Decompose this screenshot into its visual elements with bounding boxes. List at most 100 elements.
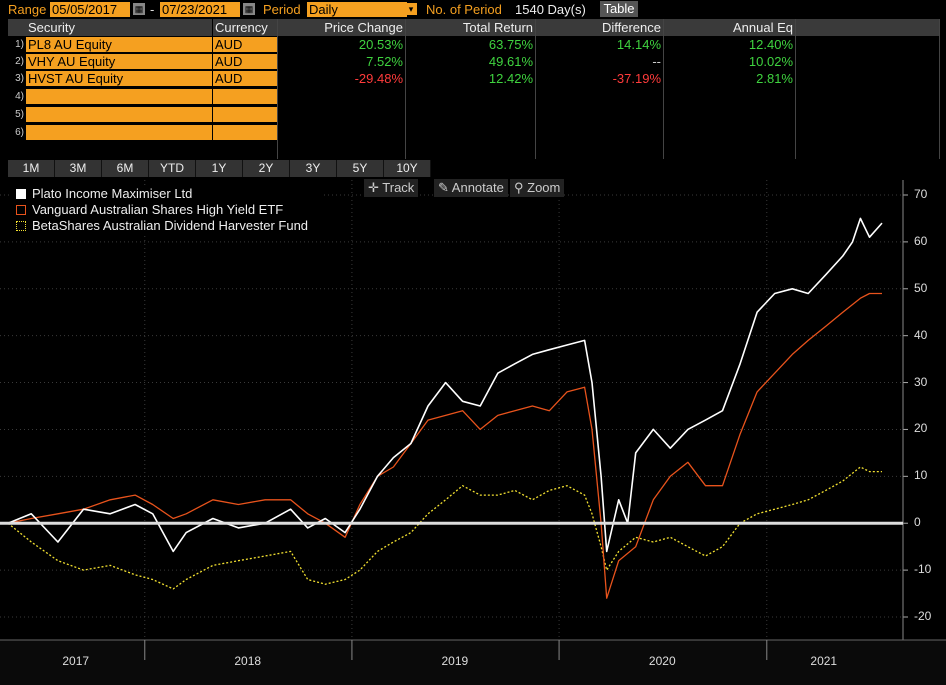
period-6m-button[interactable]: 6M — [102, 160, 149, 177]
row-number: 5) — [15, 109, 24, 120]
period-ytd-button[interactable]: YTD — [149, 160, 196, 177]
x-tick-label: 2019 — [441, 654, 469, 668]
annotate-button[interactable]: ✎ Annotate — [434, 179, 508, 197]
x-tick-label: 2021 — [810, 654, 838, 668]
currency-cell[interactable] — [213, 107, 277, 123]
y-tick-label: 40 — [914, 327, 928, 342]
period-select[interactable]: Daily — [307, 2, 407, 17]
zoom-label: Zoom — [527, 180, 561, 195]
track-button[interactable]: ✛ Track — [364, 179, 419, 197]
legend-swatch-yellow — [16, 221, 26, 231]
annual-eq-cell: 2.81% — [756, 71, 793, 86]
currency-cell[interactable]: AUD — [213, 71, 277, 87]
period-2y-button[interactable]: 2Y — [243, 160, 290, 177]
difference-cell: -- — [652, 54, 661, 69]
period-3m-button[interactable]: 3M — [55, 160, 102, 177]
currency-cell[interactable]: AUD — [213, 54, 277, 70]
currency-cell[interactable] — [213, 125, 277, 141]
currency-cell[interactable] — [213, 89, 277, 105]
row-number: 4) — [15, 91, 24, 102]
col-price-change[interactable]: Price Change — [278, 19, 405, 36]
legend-item[interactable]: Vanguard Australian Shares High Yield ET… — [12, 202, 324, 218]
security-cell[interactable]: VHY AU Equity — [26, 54, 212, 70]
security-cell[interactable] — [26, 107, 212, 123]
annual-eq-cell: 12.40% — [748, 37, 793, 52]
period-label: Period — [263, 2, 301, 17]
y-tick-label: 60 — [914, 233, 928, 248]
start-calendar-icon[interactable]: ▦ — [133, 3, 145, 15]
col-security[interactable]: Security — [8, 19, 212, 36]
row-number: 2) — [15, 56, 24, 67]
col-divider — [663, 19, 664, 159]
end-calendar-icon[interactable]: ▦ — [243, 3, 255, 15]
price-change-cell: -29.48% — [354, 71, 403, 86]
magnifier-icon: ⚲ — [514, 180, 528, 195]
legend-label: Vanguard Australian Shares High Yield ET… — [32, 202, 284, 217]
security-cell[interactable]: PL8 AU Equity — [26, 37, 212, 53]
period-dropdown-icon[interactable]: ▾ — [405, 3, 417, 15]
total-return-cell: 12.42% — [488, 71, 533, 86]
security-cell[interactable] — [26, 125, 212, 141]
crosshair-icon: ✛ — [368, 180, 383, 195]
start-date-field[interactable]: 05/05/2017 — [50, 2, 130, 17]
legend-item[interactable]: BetaShares Australian Dividend Harvester… — [12, 218, 324, 234]
col-divider — [277, 19, 278, 159]
security-cell[interactable]: HVST AU Equity — [26, 71, 212, 87]
difference-cell: -37.19% — [612, 71, 661, 86]
num-period-value: 1540 Day(s) — [515, 2, 586, 17]
legend-item[interactable]: Plato Income Maximiser Ltd — [12, 186, 324, 202]
annotate-label: Annotate — [451, 180, 504, 195]
track-label: Track — [382, 180, 415, 195]
pencil-icon: ✎ — [438, 180, 452, 195]
period-1y-button[interactable]: 1Y — [196, 160, 243, 177]
y-tick-label: 20 — [914, 421, 928, 436]
security-table: Security Currency Price Change Total Ret… — [8, 19, 940, 159]
series-line-3 — [7, 466, 882, 590]
period-5y-button[interactable]: 5Y — [337, 160, 384, 177]
legend-swatch-orange — [16, 205, 26, 215]
row-number: 6) — [15, 127, 24, 138]
difference-cell: 14.14% — [616, 37, 661, 52]
chart-legend: Plato Income Maximiser Ltd Vanguard Aust… — [12, 186, 324, 234]
x-tick-label: 2018 — [234, 654, 262, 668]
legend-label: BetaShares Australian Dividend Harvester… — [32, 218, 309, 233]
col-divider — [795, 19, 796, 159]
x-axis-area — [0, 640, 946, 685]
period-10y-button[interactable]: 10Y — [384, 160, 431, 177]
y-tick-label: 0 — [914, 515, 921, 530]
x-tick-label: 2020 — [648, 654, 676, 668]
security-cell[interactable] — [26, 89, 212, 105]
col-total-return[interactable]: Total Return — [406, 19, 535, 36]
col-divider — [535, 19, 536, 159]
y-tick-label: -20 — [914, 609, 932, 623]
series-line-1 — [7, 217, 883, 553]
total-return-cell: 63.75% — [488, 37, 533, 52]
price-change-cell: 7.52% — [366, 54, 403, 69]
col-currency[interactable]: Currency — [213, 19, 277, 36]
range-label: Range — [8, 2, 47, 17]
row-number: 3) — [15, 73, 24, 84]
y-tick-label: 30 — [914, 374, 928, 389]
period-1m-button[interactable]: 1M — [8, 160, 55, 177]
num-period-label: No. of Period — [426, 2, 502, 17]
performance-chart — [0, 180, 946, 685]
period-3y-button[interactable]: 3Y — [290, 160, 337, 177]
total-return-cell: 49.61% — [488, 54, 533, 69]
col-divider — [939, 19, 940, 159]
legend-label: Plato Income Maximiser Ltd — [32, 186, 193, 201]
end-date-field[interactable]: 07/23/2021 — [160, 2, 240, 17]
table-button[interactable]: Table — [600, 1, 638, 17]
col-difference[interactable]: Difference — [536, 19, 663, 36]
col-annual-eq[interactable]: Annual Eq — [664, 19, 795, 36]
series-line-2 — [7, 292, 882, 599]
annual-eq-cell: 10.02% — [748, 54, 793, 69]
price-change-cell: 20.53% — [358, 37, 403, 52]
y-tick-label: -10 — [914, 562, 932, 577]
row-number: 1) — [15, 39, 24, 50]
y-tick-label: 50 — [914, 280, 928, 295]
zoom-button[interactable]: ⚲ Zoom — [510, 179, 565, 197]
col-divider — [405, 19, 406, 159]
col-empty — [796, 19, 940, 36]
currency-cell[interactable]: AUD — [213, 37, 277, 53]
x-tick-label: 2017 — [62, 654, 90, 668]
